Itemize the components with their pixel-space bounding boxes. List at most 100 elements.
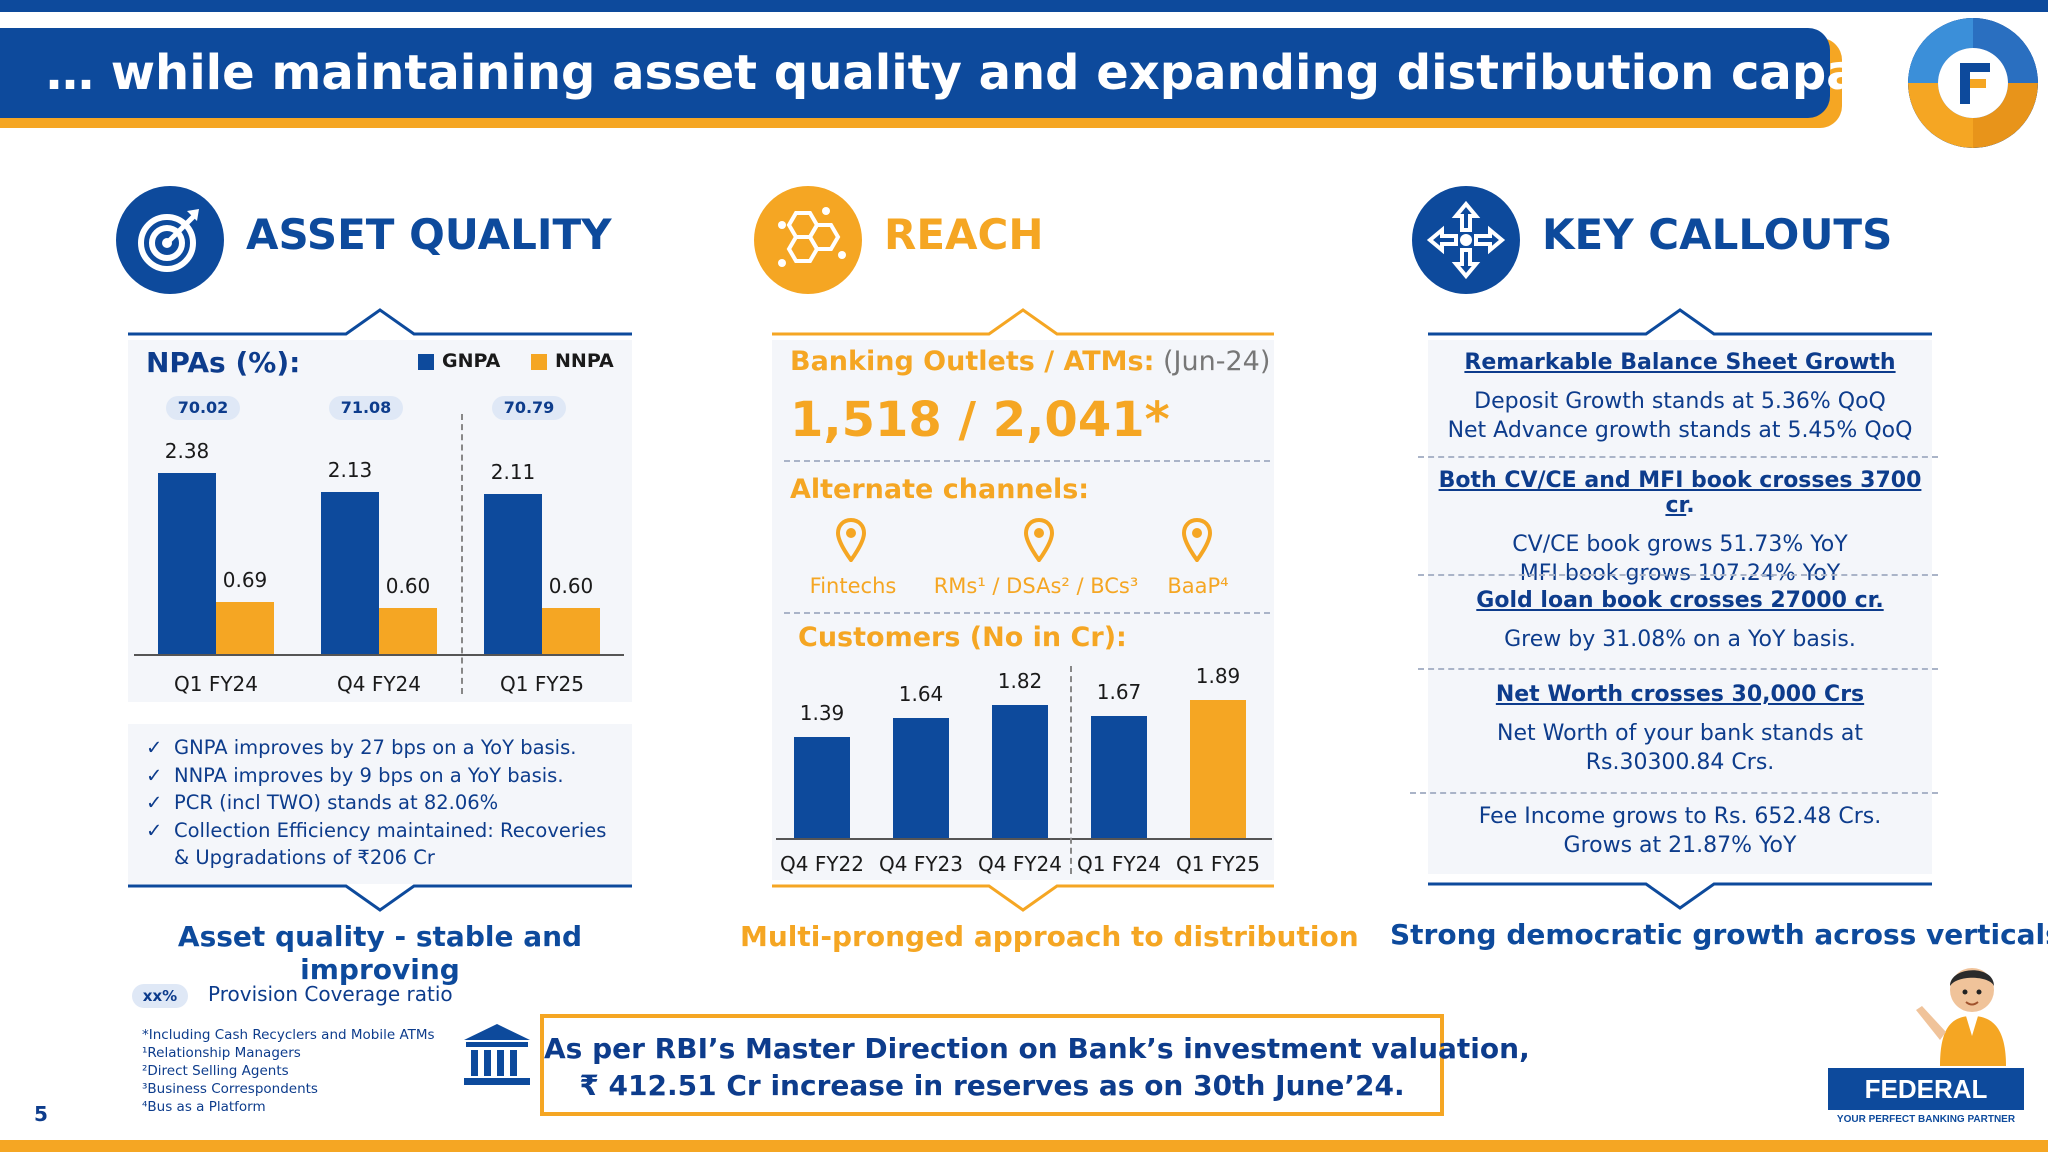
- bullet-item: ✓ Collection Efficiency maintained: Recov…: [146, 817, 626, 845]
- footnote-line: ¹Relationship Managers: [142, 1045, 301, 1061]
- federal-logo-icon: [1908, 18, 2038, 148]
- callout-cv-mfi: Both CV/CE and MFI book crosses 3700 cr.…: [1428, 468, 1932, 588]
- check-icon: ✓: [146, 818, 163, 842]
- reach-divider-1: [784, 460, 1270, 462]
- callout-divider: [1410, 792, 1938, 794]
- key-callouts-title: KEY CALLOUTS: [1542, 210, 1893, 259]
- asset-quality-bottom-divider: [128, 884, 632, 914]
- npa-legend: GNPA NNPA: [418, 350, 614, 372]
- callout-line: Net Advance growth stands at 5.45% QoQ: [1447, 418, 1913, 443]
- x-tick-label: Q4 FY24: [337, 672, 421, 696]
- callout-line: Grew by 31.08% on a YoY basis.: [1504, 627, 1856, 652]
- bullet-text: Collection Efficiency maintained: Recove…: [174, 818, 607, 842]
- channel-rms-dsas-bcs: RMs¹ / DSAs² / BCs³: [933, 574, 1139, 598]
- channel-baap: BaaP⁴: [1167, 574, 1229, 598]
- callout-divider: [1418, 574, 1938, 576]
- gnpa-legend-label: GNPA: [442, 350, 501, 372]
- x-tick-label: Q4 FY23: [879, 852, 963, 876]
- callout-fee-income: Fee Income grows to Rs. 652.48 Crs. Grow…: [1428, 802, 1932, 860]
- customers-bar: [893, 718, 949, 838]
- channel-fintechs: Fintechs: [809, 574, 897, 598]
- nnpa-value-label: 0.60: [548, 574, 594, 599]
- gnpa-value-label: 2.13: [327, 458, 373, 482]
- callout-divider: [1418, 456, 1938, 458]
- title-bar: [0, 28, 1830, 118]
- asset-quality-bullets: ✓ GNPA improves by 27 bps on a YoY basis.…: [146, 734, 626, 872]
- customers-bar: [794, 736, 850, 838]
- rbi-note-box: As per RBI’s Master Direction on Bank’s …: [540, 1014, 1530, 1116]
- customers-bar: [1091, 716, 1147, 838]
- asset-quality-top-divider: [128, 306, 632, 336]
- nnpa-value-label: 0.60: [385, 574, 431, 599]
- pcr-badge: 71.08: [329, 396, 403, 420]
- gnpa-value-label: 2.11: [490, 459, 536, 484]
- bullet-text: & Upgradations of ₹206 Cr: [174, 846, 435, 869]
- x-tick-label: Q1 FY25: [1176, 852, 1260, 876]
- gnpa-bar: [484, 493, 542, 654]
- reach-caption: Multi-pronged approach to distribution: [740, 920, 1359, 953]
- callout-head: Gold loan book crosses 27000 cr.: [1476, 588, 1884, 613]
- nnpa-legend-swatch: [531, 353, 548, 370]
- banking-outlets-date: (Jun-24): [1163, 346, 1271, 377]
- bullet-item: & Upgradations of ₹206 Cr: [146, 844, 626, 872]
- gnpa-value-label: 2.38: [164, 439, 210, 463]
- x-tick-label: Q1 FY25: [500, 672, 584, 696]
- bullet-item: ✓ PCR (incl TWO) stands at 82.06%: [146, 789, 626, 817]
- callout-line: CV/CE book grows 51.73% YoY: [1512, 532, 1848, 557]
- pcr-badge: 70.79: [492, 396, 566, 420]
- key-callouts-top-divider: [1428, 306, 1932, 336]
- bank-building-icon: [462, 1020, 532, 1094]
- customers-value-label: 1.82: [997, 669, 1043, 694]
- callout-line: MFI book grows 107.24% YoY: [1519, 561, 1841, 586]
- gnpa-bar: [158, 473, 216, 654]
- callout-line: Rs.30300.84 Crs.: [1585, 750, 1775, 775]
- nnpa-legend-label: NNPA: [555, 350, 614, 372]
- check-icon: [146, 844, 174, 872]
- footnote-line: ³Business Correspondents: [142, 1081, 318, 1097]
- x-tick-label: Q4 FY24: [978, 852, 1062, 876]
- bullet-text: NNPA improves by 9 bps on a YoY basis.: [174, 763, 564, 787]
- key-callouts-panel: [1428, 340, 1932, 874]
- nnpa-bar: [216, 601, 274, 654]
- x-tick-label: Q1 FY24: [1077, 852, 1161, 876]
- page-title: … while maintaining asset quality and ex…: [46, 45, 2043, 101]
- footnote-line: *Including Cash Recyclers and Mobile ATM…: [142, 1027, 435, 1043]
- nnpa-value-label: 0.69: [222, 567, 268, 592]
- asset-quality-caption: Asset quality - stable and improving: [177, 920, 583, 986]
- arrows-icon: [1412, 186, 1520, 294]
- target-icon: [116, 186, 224, 294]
- top-strip: [0, 0, 2048, 12]
- customers-bar: [1190, 700, 1246, 838]
- check-icon: ✓: [146, 763, 163, 787]
- gnpa-bar: [321, 492, 379, 654]
- customers-value-label: 1.64: [898, 682, 944, 707]
- location-pin-icon: [1023, 517, 1055, 566]
- key-callouts-bottom-divider: [1428, 882, 1932, 912]
- bullet-item: ✓ GNPA improves by 27 bps on a YoY basis.: [146, 734, 626, 762]
- alternate-channels-label: Alternate channels:: [790, 474, 1090, 505]
- callout-line: Net Worth of your bank stands at: [1497, 721, 1863, 746]
- federal-bank-logo: FEDERAL BANK: [1828, 1068, 2024, 1146]
- x-tick-label: Q4 FY22: [780, 852, 864, 876]
- brand-tagline: YOUR PERFECT BANKING PARTNER: [1836, 1114, 2016, 1125]
- mascot-illustration: [1910, 950, 2030, 1070]
- customers-value-label: 1.39: [799, 700, 845, 725]
- reach-divider-2: [784, 612, 1270, 614]
- pcr-legend-text: Provision Coverage ratio: [208, 982, 453, 1006]
- callout-gold-loan: Gold loan book crosses 27000 cr. Grew by…: [1428, 588, 1932, 654]
- check-icon: ✓: [146, 736, 163, 759]
- gnpa-legend-swatch: [418, 353, 434, 370]
- location-pin-icon: [1181, 517, 1213, 566]
- pcr-legend-badge: xx%: [132, 984, 188, 1008]
- reach-top-divider: [772, 306, 1274, 336]
- key-callouts-caption: Strong democratic growth across vertical…: [1390, 918, 2048, 951]
- location-pin-icon: [835, 517, 867, 566]
- page-number: 5: [34, 1102, 48, 1126]
- customers-bar: [992, 705, 1048, 838]
- reach-bottom-divider: [772, 884, 1274, 914]
- bullet-text: GNPA improves by 27 bps on a YoY basis.: [174, 736, 577, 759]
- asset-quality-title: ASSET QUALITY: [246, 210, 612, 259]
- footnote-line: ⁴Bus as a Platform: [142, 1099, 266, 1115]
- rbi-note-line2: ₹ 412.51 Cr increase in reserves as on 3…: [579, 1069, 1405, 1102]
- reach-title: REACH: [884, 210, 1044, 259]
